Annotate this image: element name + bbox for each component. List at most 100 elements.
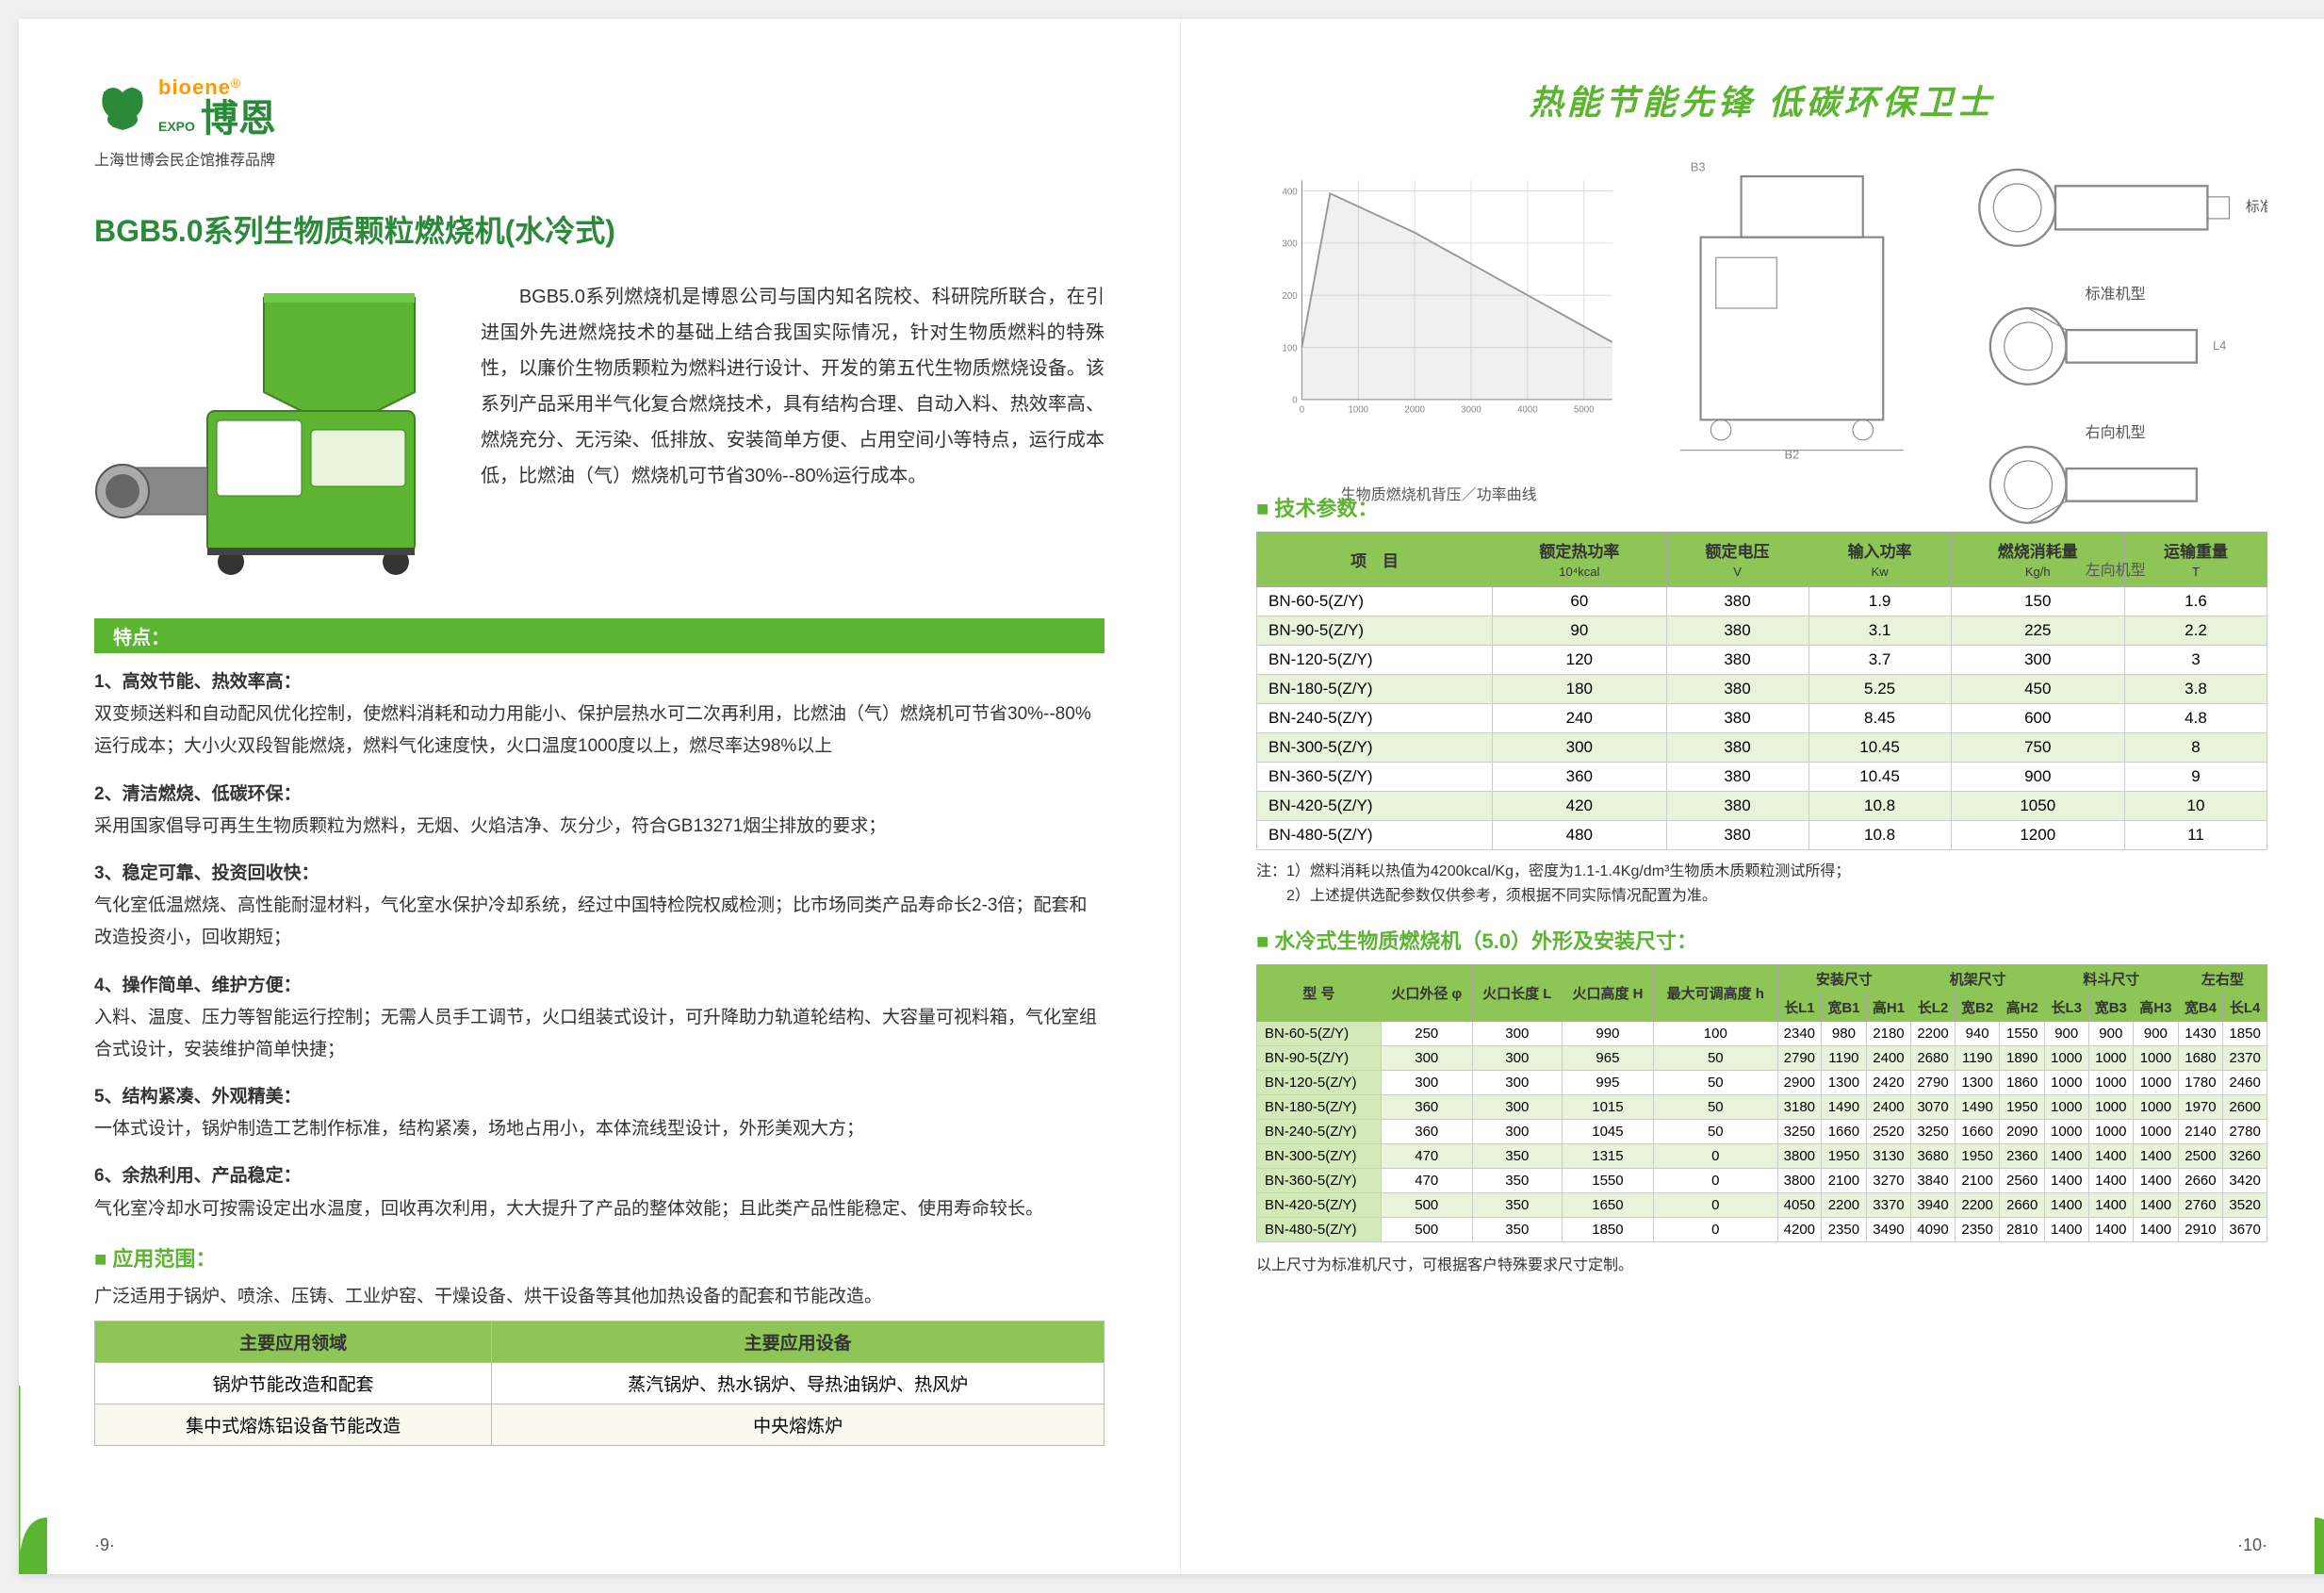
dim-table-group-header: 料斗尺寸: [2044, 965, 2178, 994]
dim-table-group-header: 最大可调高度 h: [1654, 965, 1778, 1022]
spec-table-row: BN-420-5(Z/Y)42038010.8105010: [1257, 792, 2267, 821]
dim-table-cell: 2810: [2000, 1218, 2045, 1242]
dim-table-cell: 965: [1562, 1046, 1653, 1071]
dim-table-group-header: 左右型: [2178, 965, 2267, 994]
svg-text:L4: L4: [2213, 339, 2226, 353]
corner-accent-br: [2267, 1386, 2324, 1574]
spec-table-cell: 3.1: [1808, 616, 1951, 646]
dim-table-cell: 2200: [1911, 1022, 1956, 1046]
dim-table-cell: BN-420-5(Z/Y): [1257, 1193, 1382, 1218]
dim-table-group-header: 机架尺寸: [1911, 965, 2045, 994]
logo-subtitle: 上海世博会民企馆推荐品牌: [94, 147, 1105, 170]
dim-table-sub-header: 宽B3: [2088, 994, 2134, 1022]
dim-table-row: BN-60-5(Z/Y)2503009901002340980218022009…: [1257, 1022, 2267, 1046]
view-left: 左向机型: [1963, 420, 2267, 550]
spec-table-cell: BN-180-5(Z/Y): [1257, 675, 1493, 704]
dim-table-cell: 50: [1654, 1095, 1778, 1120]
dim-table-cell: 1650: [1562, 1193, 1653, 1218]
dim-table-cell: 1780: [2178, 1071, 2223, 1095]
dim-table-cell: 1400: [2088, 1144, 2134, 1169]
svg-text:1000: 1000: [1349, 404, 1369, 415]
pressure-power-chart: 0100200300400010002000300040005000 生物质燃烧…: [1256, 143, 1621, 473]
dim-table-cell: 2460: [2223, 1071, 2267, 1095]
dim-table-cell: 500: [1381, 1193, 1472, 1218]
feature-title: 3、稳定可靠、投资回收快：: [94, 863, 319, 883]
intro-text: BGB5.0系列燃烧机是博恩公司与国内知名院校、科研院所联合，在引进国外先进燃烧…: [481, 279, 1105, 599]
spec-table-cell: 150: [1951, 587, 2124, 616]
spec-table-cell: 380: [1666, 733, 1808, 763]
feature-body: 双变频送料和自动配风优化控制，使燃料消耗和动力用能小、保护层热水可二次再利用，比…: [94, 698, 1105, 763]
dim-table-cell: BN-90-5(Z/Y): [1257, 1046, 1382, 1071]
view-right: L4 右向机型: [1963, 282, 2267, 411]
dim-table-cell: 1400: [2088, 1193, 2134, 1218]
dim-table-row: BN-120-5(Z/Y)300300995502900130024202790…: [1257, 1071, 2267, 1095]
dim-table-sub-header: 高H2: [2000, 994, 2045, 1022]
dim-note: 以上尺寸为标准机尺寸，可根据客户特殊要求尺寸定制。: [1256, 1252, 2267, 1274]
dim-table-cell: 250: [1381, 1022, 1472, 1046]
dimension-table: 型 号火口外径 φ火口长度 L火口高度 H最大可调高度 h安装尺寸机架尺寸料斗尺…: [1256, 964, 2267, 1242]
feature-title: 2、清洁燃烧、低碳环保：: [94, 784, 302, 804]
dim-table-cell: 1860: [2000, 1071, 2045, 1095]
dim-table-cell: 1400: [2134, 1218, 2179, 1242]
svg-text:B2: B2: [1785, 447, 1800, 461]
dim-table-cell: 300: [1381, 1046, 1472, 1071]
feature-title: 4、操作简单、维护方便：: [94, 976, 302, 995]
spec-table-cell: 9: [2124, 763, 2267, 792]
dim-table-cell: 2680: [1911, 1046, 1956, 1071]
dim-table-cell: 3520: [2223, 1193, 2267, 1218]
dim-table-cell: BN-480-5(Z/Y): [1257, 1218, 1382, 1242]
dim-table-cell: 50: [1654, 1046, 1778, 1071]
dim-table-cell: 2780: [2223, 1120, 2267, 1144]
feature-title: 5、结构紧凑、外观精美：: [94, 1087, 302, 1107]
logo-text: bioene® EXPO 博恩: [158, 75, 276, 138]
spec-table-header: 项 目: [1257, 533, 1493, 587]
dim-table-cell: 3250: [1777, 1120, 1822, 1144]
logo-area: 2010 bioene® EXPO 博恩: [94, 75, 1105, 138]
dim-table-cell: 2090: [2000, 1120, 2045, 1144]
spec-table-cell: 380: [1666, 763, 1808, 792]
dim-table-cell: 2100: [1822, 1169, 1867, 1193]
dim-table-cell: 2560: [2000, 1169, 2045, 1193]
page-number-left: ·9·: [94, 1536, 115, 1555]
spec-table-cell: 450: [1951, 675, 2124, 704]
dim-table-cell: 350: [1472, 1144, 1562, 1169]
dim-table-cell: BN-360-5(Z/Y): [1257, 1169, 1382, 1193]
dim-table-row: BN-90-5(Z/Y)3003009655027901190240026801…: [1257, 1046, 2267, 1071]
dim-table-cell: 360: [1381, 1120, 1472, 1144]
dim-table-cell: 3840: [1911, 1169, 1956, 1193]
feature-body: 采用国家倡导可再生生物质颗粒为燃料，无烟、火焰洁净、灰分少，符合GB13271烟…: [94, 811, 1105, 843]
spec-table-cell: BN-240-5(Z/Y): [1257, 704, 1493, 733]
app-table-cell: 蒸汽锅炉、热水锅炉、导热油锅炉、热风炉: [492, 1362, 1105, 1404]
intro-row: BGB5.0系列燃烧机是博恩公司与国内知名院校、科研院所联合，在引进国外先进燃烧…: [94, 279, 1105, 599]
dim-table-cell: 3490: [1866, 1218, 1911, 1242]
spec-table-cell: 3: [2124, 646, 2267, 675]
feature-item: 2、清洁燃烧、低碳环保： 采用国家倡导可再生生物质颗粒为燃料，无烟、火焰洁净、灰分…: [94, 779, 1105, 843]
dim-table-cell: BN-180-5(Z/Y): [1257, 1095, 1382, 1120]
spec-table-row: BN-480-5(Z/Y)48038010.8120011: [1257, 821, 2267, 850]
app-table-cell: 集中式熔炼铝设备节能改造: [95, 1404, 492, 1445]
app-scope-text: 广泛适用于锅炉、喷涂、压铸、工业炉窑、干燥设备、烘干设备等其他加热设备的配套和节…: [94, 1282, 1105, 1307]
dim-table-cell: 1400: [2044, 1193, 2088, 1218]
spec-table-cell: 380: [1666, 821, 1808, 850]
spec-table-header: 额定电压V: [1666, 533, 1808, 587]
dim-table-cell: 900: [2134, 1022, 2179, 1046]
dim-table-cell: 1000: [2134, 1120, 2179, 1144]
dim-table-cell: 2400: [1866, 1046, 1911, 1071]
dim-table-cell: 2520: [1866, 1120, 1911, 1144]
dim-table-cell: 995: [1562, 1071, 1653, 1095]
features-list: 1、高效节能、热效率高：双变频送料和自动配风优化控制，使燃料消耗和动力用能小、保…: [94, 666, 1105, 1225]
dim-table-cell: 3130: [1866, 1144, 1911, 1169]
spec-table-cell: 900: [1951, 763, 2124, 792]
corner-accent-bl: [19, 1386, 94, 1574]
dim-table-cell: 2140: [2178, 1120, 2223, 1144]
features-heading-bar: 特点：: [94, 618, 1105, 653]
product-image: [94, 279, 452, 599]
spec-table-cell: 360: [1493, 763, 1666, 792]
dim-table-cell: 1490: [1822, 1095, 1867, 1120]
dim-table-cell: 2400: [1866, 1095, 1911, 1120]
dim-table-cell: 2910: [2178, 1218, 2223, 1242]
svg-text:400: 400: [1282, 187, 1297, 197]
dim-table-cell: 300: [1472, 1071, 1562, 1095]
spec-table-cell: BN-480-5(Z/Y): [1257, 821, 1493, 850]
dim-table-cell: 300: [1472, 1046, 1562, 1071]
